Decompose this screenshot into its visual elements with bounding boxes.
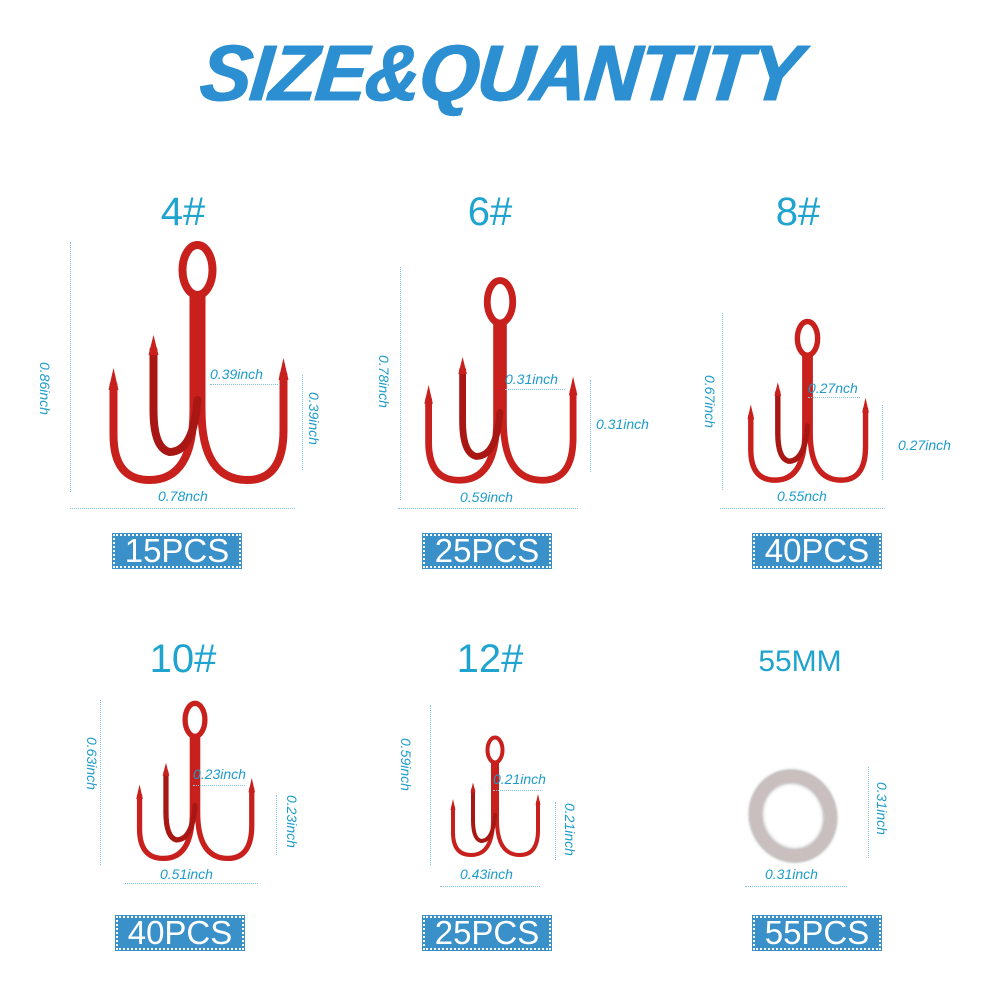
dimension-line xyxy=(440,886,540,887)
height-label: 0.31inch xyxy=(874,782,890,835)
dimension-line xyxy=(70,242,71,492)
treble-hook-image xyxy=(95,240,300,490)
size-label: 8# xyxy=(775,190,821,234)
treble-hook-image xyxy=(445,735,545,860)
dimension-line xyxy=(745,886,847,887)
width-label: 0.51inch xyxy=(160,866,213,882)
point-label: 0.39inch xyxy=(306,392,322,445)
dimension-line xyxy=(125,883,258,884)
dimension-line xyxy=(302,375,303,470)
width-label: 0.43inch xyxy=(460,866,513,882)
quantity-badge: 25PCS xyxy=(422,915,552,951)
height-label: 0.78inch xyxy=(376,355,392,408)
quantity-badge: 40PCS xyxy=(115,915,245,951)
dimension-line xyxy=(555,802,556,860)
width-label: 0.31inch xyxy=(765,866,818,882)
quantity-badge: 25PCS xyxy=(422,533,552,569)
gap-label: 0.31inch xyxy=(505,371,558,387)
dimension-line xyxy=(276,795,277,855)
dimension-line xyxy=(722,313,723,490)
point-label: 0.27inch xyxy=(898,437,951,453)
size-label: 10# xyxy=(149,637,217,681)
height-label: 0.63inch xyxy=(84,737,100,790)
dimension-line xyxy=(590,380,591,472)
dimension-line xyxy=(430,705,431,865)
width-label: 0.55nch xyxy=(777,488,827,504)
quantity-badge: 55PCS xyxy=(752,915,882,951)
dimension-line xyxy=(505,389,565,390)
height-label: 0.59inch xyxy=(398,738,414,791)
dimension-line xyxy=(808,397,860,398)
dimension-line xyxy=(210,384,280,385)
width-label: 0.78nch xyxy=(158,488,208,504)
dimension-line xyxy=(720,508,885,509)
treble-hook-image xyxy=(128,700,262,865)
gap-label: 0.21inch xyxy=(493,771,546,787)
point-label: 0.23inch xyxy=(284,795,300,848)
height-label: 0.86inch xyxy=(37,362,53,415)
size-label: 12# xyxy=(456,637,524,681)
treble-hook-image xyxy=(740,315,875,490)
gap-label: 0.23inch xyxy=(193,766,246,782)
quantity-badge: 40PCS xyxy=(752,533,882,569)
dimension-line xyxy=(70,508,295,509)
dimension-line xyxy=(882,405,883,480)
size-label: 55MM xyxy=(758,645,842,678)
dimension-line xyxy=(400,267,401,500)
quantity-badge: 15PCS xyxy=(112,533,242,569)
gap-label: 0.39inch xyxy=(210,366,263,382)
width-label: 0.59inch xyxy=(460,489,513,505)
dimension-line xyxy=(100,700,101,865)
size-label: 6# xyxy=(467,190,513,234)
page-title: SIZE&QUANTITY xyxy=(195,28,805,119)
dimension-line xyxy=(398,508,578,509)
dimension-line xyxy=(193,785,245,786)
dimension-line xyxy=(493,790,541,791)
point-label: 0.31inch xyxy=(596,416,649,432)
treble-hook-image xyxy=(415,265,585,500)
split-ring-image xyxy=(736,758,850,874)
height-label: 0.67inch xyxy=(702,375,718,428)
size-label: 4# xyxy=(160,190,206,234)
gap-label: 0.27nch xyxy=(808,380,858,396)
point-label: 0.21inch xyxy=(562,803,578,856)
dimension-line xyxy=(868,767,869,858)
